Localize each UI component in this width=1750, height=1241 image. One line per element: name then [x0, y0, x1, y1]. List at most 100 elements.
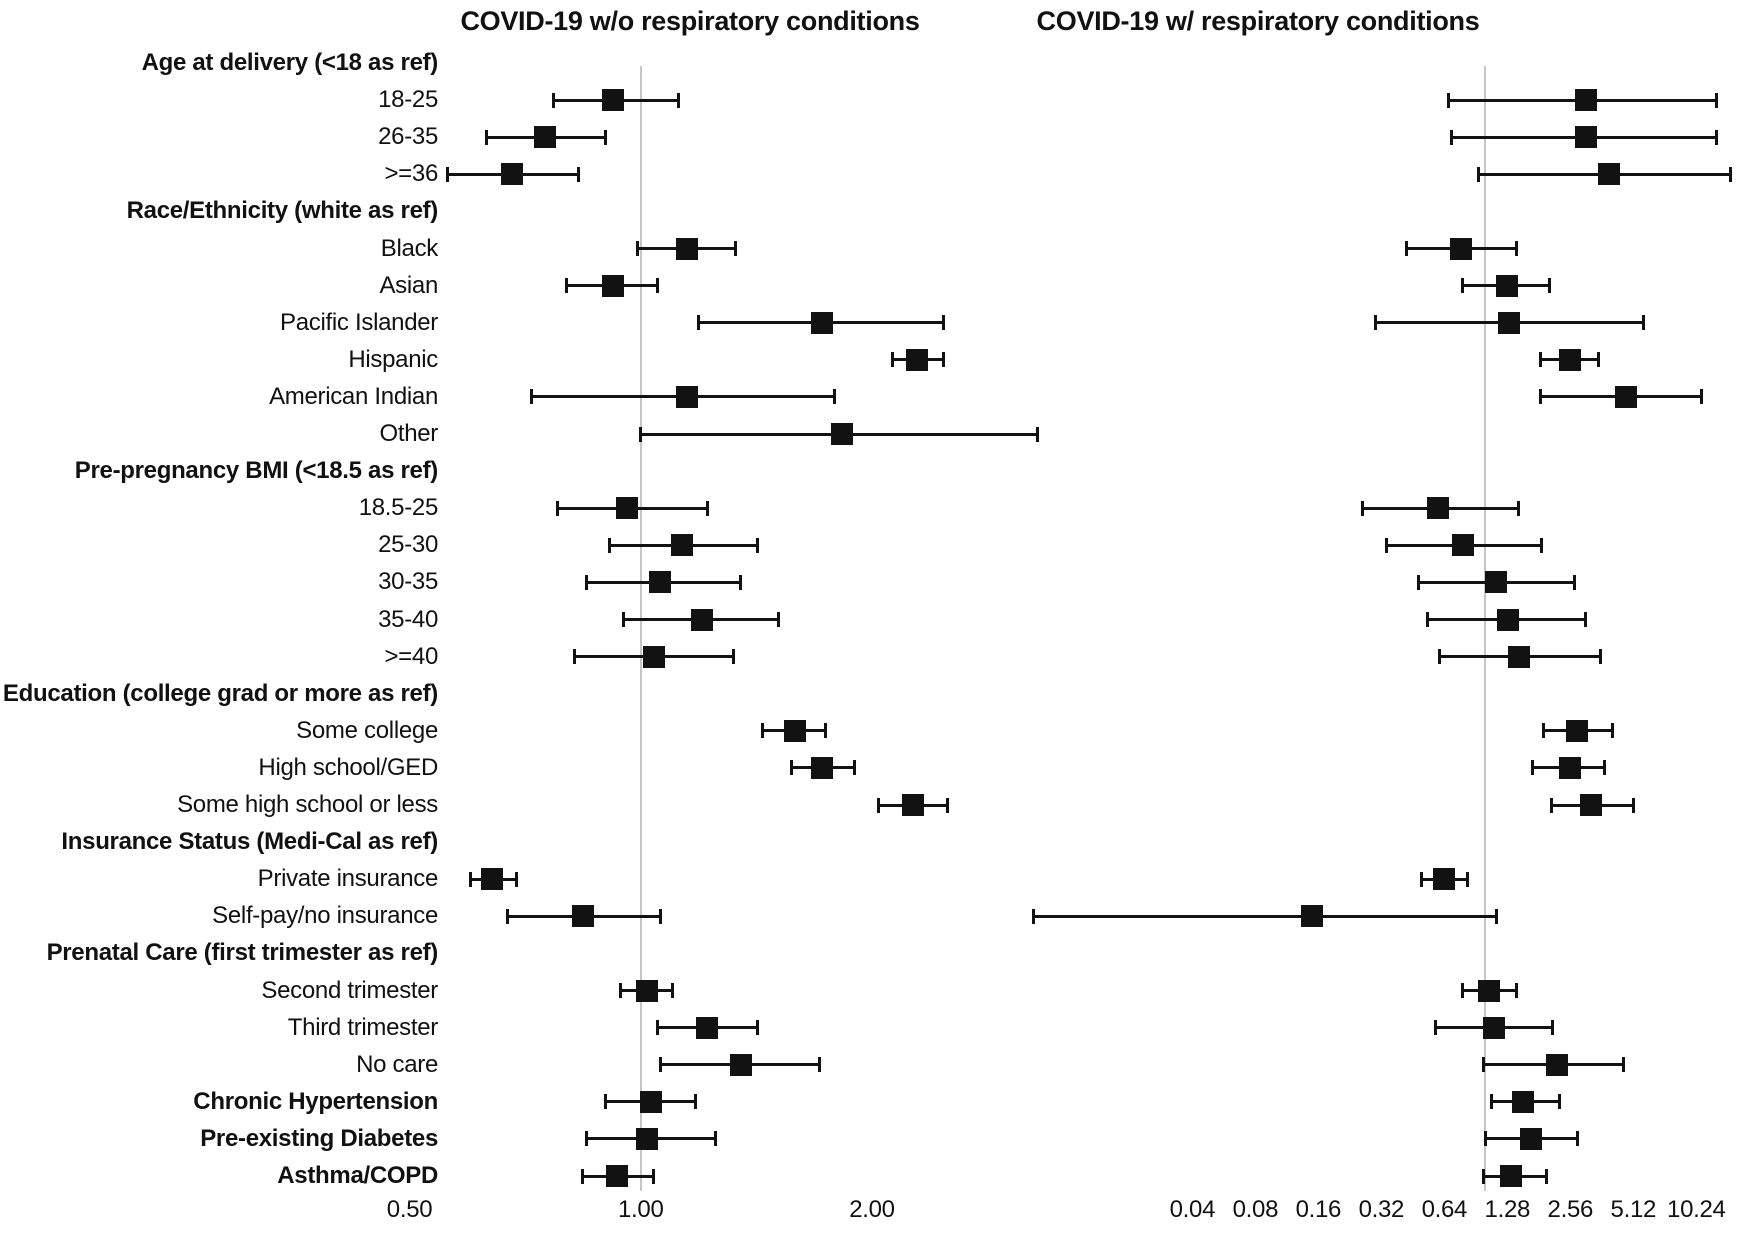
- odds-ratio-marker: [1482, 1016, 1505, 1039]
- row-label: High school/GED: [258, 753, 438, 781]
- odds-ratio-marker: [1566, 719, 1589, 742]
- row-label: >=36: [384, 160, 438, 188]
- odds-ratio-marker: [670, 534, 693, 557]
- odds-ratio-marker: [696, 1016, 719, 1039]
- ci-cap-low: [1538, 352, 1542, 368]
- ci-cap-low: [485, 129, 489, 145]
- odds-ratio-marker: [1558, 756, 1581, 779]
- ci-cap-high: [824, 723, 827, 739]
- odds-ratio-marker: [1452, 534, 1475, 557]
- row-label: Some high school or less: [177, 791, 438, 818]
- ci-cap-low: [1550, 797, 1554, 813]
- ci-cap-high: [776, 612, 780, 627]
- ci-cap-high: [833, 389, 837, 405]
- ci-cap-low: [585, 1131, 589, 1147]
- x-axis-tick-label: 1.28: [1484, 1196, 1531, 1223]
- row-label: 30-35: [378, 568, 438, 596]
- ci-cap-high: [658, 908, 662, 924]
- ci-cap-low: [1385, 537, 1389, 553]
- odds-ratio-marker: [1580, 794, 1603, 816]
- x-axis-tick-label: 0.32: [1358, 1196, 1405, 1223]
- ci-cap-low: [655, 1020, 659, 1036]
- ci-cap-high: [1516, 500, 1520, 516]
- ci-cap-low: [1530, 760, 1534, 776]
- ci-cap-low: [445, 166, 449, 182]
- ci-cap-high: [713, 1131, 717, 1147]
- ci-cap-high: [853, 760, 857, 776]
- ci-whisker: [1033, 914, 1497, 918]
- odds-ratio-marker: [1545, 1053, 1568, 1076]
- x-axis-tick-label: 0.16: [1295, 1196, 1342, 1223]
- ci-cap-low: [1460, 983, 1464, 998]
- row-label: >=40: [384, 642, 438, 670]
- row-label: 26-35: [378, 123, 438, 151]
- row-label: Some college: [296, 716, 438, 744]
- odds-ratio-marker: [1495, 274, 1518, 297]
- x-axis-tick-label: 0.50: [386, 1196, 433, 1223]
- reference-line-or-1: [1483, 66, 1486, 1191]
- row-label: Pacific Islander: [280, 308, 438, 336]
- category-header-label: Education (college grad or more as ref): [2, 679, 438, 707]
- ci-cap-low: [635, 241, 639, 256]
- odds-ratio-marker: [676, 385, 699, 408]
- row-label: Second trimester: [261, 976, 438, 1004]
- x-axis-tick-label: 2.00: [849, 1196, 895, 1223]
- ci-cap-low: [697, 315, 701, 331]
- odds-ratio-marker: [1574, 126, 1597, 149]
- ci-cap-high: [1547, 278, 1551, 294]
- odds-ratio-marker: [690, 608, 713, 631]
- odds-ratio-marker: [676, 237, 699, 260]
- row-label: Pre-existing Diabetes: [200, 1124, 438, 1152]
- ci-cap-low: [639, 426, 643, 442]
- ci-cap-high: [1557, 1094, 1561, 1110]
- odds-ratio-marker: [639, 1090, 662, 1113]
- ci-cap-high: [677, 92, 681, 108]
- row-label: 25-30: [378, 531, 438, 559]
- x-axis-tick-label: 5.12: [1610, 1196, 1657, 1223]
- ci-cap-high: [942, 352, 946, 368]
- ci-cap-high: [1729, 166, 1733, 182]
- ci-cap-high: [734, 241, 738, 256]
- odds-ratio-marker: [601, 89, 624, 112]
- row-label: Self-pay/no insurance: [212, 902, 438, 930]
- ci-cap-high: [1610, 723, 1614, 739]
- row-label: Asian: [379, 271, 438, 299]
- odds-ratio-marker: [480, 868, 503, 891]
- category-header-label: Prenatal Care (first trimester as ref): [46, 939, 439, 967]
- category-header-label: Race/Ethnicity (white as ref): [126, 197, 439, 225]
- odds-ratio-marker: [831, 423, 854, 445]
- odds-ratio-marker: [1427, 497, 1450, 520]
- ci-cap-high: [1515, 241, 1519, 256]
- ci-cap-high: [1641, 315, 1645, 331]
- odds-ratio-marker: [501, 163, 524, 186]
- row-label: Hispanic: [348, 345, 438, 373]
- ci-cap-high: [946, 797, 950, 813]
- ci-cap-high: [739, 574, 743, 590]
- ci-cap-high: [671, 983, 675, 998]
- row-label: American Indian: [269, 382, 438, 410]
- ci-cap-high: [577, 166, 581, 182]
- ci-cap-high: [756, 1020, 760, 1036]
- ci-cap-high: [1544, 1168, 1548, 1184]
- ci-cap-low: [891, 352, 895, 368]
- ci-cap-low: [1404, 241, 1408, 256]
- ci-cap-high: [942, 315, 946, 331]
- ci-cap-low: [622, 612, 626, 627]
- ci-cap-low: [1481, 1168, 1485, 1184]
- x-axis-tick-label: 0.64: [1421, 1196, 1468, 1223]
- ci-cap-low: [760, 723, 764, 739]
- ci-cap-high: [655, 278, 659, 294]
- x-axis-tick-label: 0.04: [1169, 1196, 1216, 1223]
- ci-cap-low: [1416, 574, 1420, 590]
- ci-cap-low: [573, 649, 577, 665]
- ci-cap-high: [652, 1168, 656, 1184]
- ci-cap-low: [556, 500, 560, 516]
- x-axis-tick-label: 10.24: [1667, 1196, 1726, 1223]
- ci-cap-low: [1460, 278, 1464, 294]
- category-header-label: Insurance Status (Medi-Cal as ref): [61, 828, 438, 856]
- odds-ratio-marker: [1511, 1090, 1534, 1113]
- odds-ratio-marker: [810, 756, 833, 779]
- ci-cap-high: [1584, 612, 1588, 627]
- x-axis-tick-label: 2.56: [1547, 1196, 1594, 1223]
- x-axis-tick-label: 1.00: [617, 1196, 664, 1223]
